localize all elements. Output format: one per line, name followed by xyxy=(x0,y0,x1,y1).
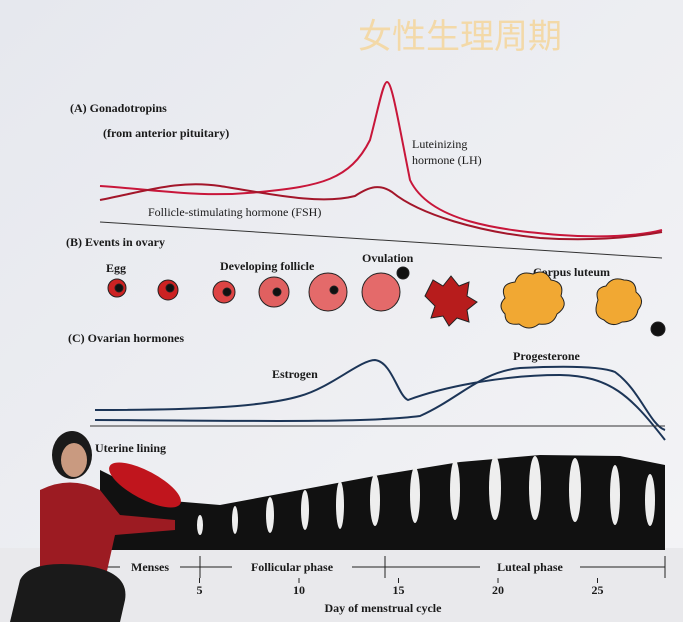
stage-label: Ovulation xyxy=(362,251,414,265)
fsh-label: Follicle-stimulating hormone (FSH) xyxy=(148,205,321,219)
stage-label: Egg xyxy=(106,261,126,275)
uterine-lining xyxy=(100,455,665,550)
x-tick-label: 25 xyxy=(592,583,604,597)
panel-sublabel: (from anterior pituitary) xyxy=(103,126,229,140)
x-axis-label: Day of menstrual cycle xyxy=(325,601,443,615)
menstrual-flow xyxy=(109,462,181,508)
fsh-curve xyxy=(99,183,663,241)
label-bg xyxy=(480,559,580,575)
slide-title: 女性生理周期 xyxy=(358,18,562,56)
panel-label: (B) Events in ovary xyxy=(66,235,165,249)
progesterone-label: Progesterone xyxy=(513,349,581,363)
label-bg xyxy=(120,559,180,575)
label-bg xyxy=(232,559,352,575)
progesterone-curve xyxy=(94,365,666,431)
panel-label: Uterine lining xyxy=(95,441,166,455)
phase-label: Follicular phase xyxy=(251,560,334,574)
estrogen-curve xyxy=(94,358,666,441)
lh-label: Luteinizing xyxy=(412,137,467,151)
phase-label: Menses xyxy=(131,560,169,574)
x-tick-label: 15 xyxy=(393,583,405,597)
stage-label: Developing follicle xyxy=(220,259,315,273)
follicles xyxy=(107,266,666,337)
panel-label: (A) Gonadotropins xyxy=(70,101,167,115)
presenter xyxy=(10,431,175,622)
lining-glands xyxy=(197,456,655,535)
phase-label: Luteal phase xyxy=(497,560,563,574)
lh-curve xyxy=(99,80,663,238)
x-tick-label: 5 xyxy=(197,583,203,597)
stage-label: Corpus luteum xyxy=(533,265,610,279)
panel-label: (C) Ovarian hormones xyxy=(68,331,184,345)
lh-label: hormone (LH) xyxy=(412,153,482,167)
estrogen-label: Estrogen xyxy=(272,367,318,381)
x-tick-label: 20 xyxy=(492,583,504,597)
axis-line xyxy=(99,221,663,259)
x-tick-label: 10 xyxy=(293,583,305,597)
